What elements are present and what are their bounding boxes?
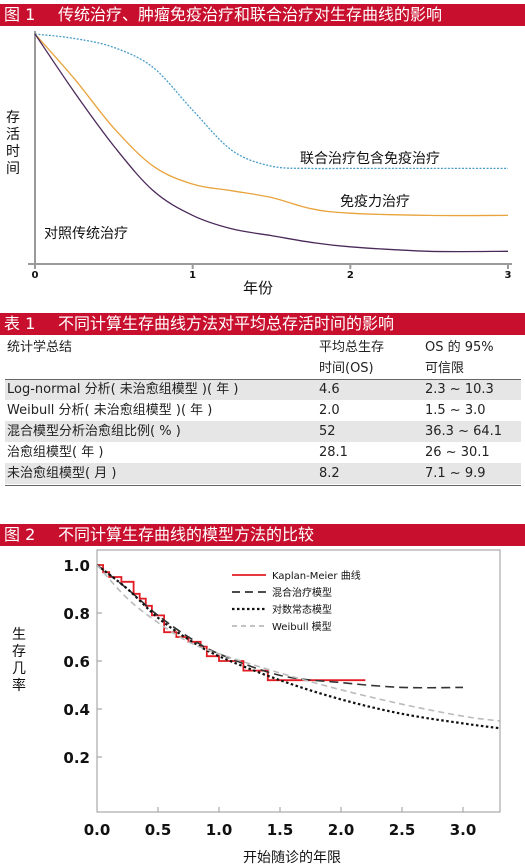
figure2-x-tick-label: 2.5 — [389, 821, 416, 839]
figure2-title-bar: 图 2 不同计算生存曲线的模型方法的比较 — [0, 524, 525, 546]
figure2-y-label-char: 率 — [12, 677, 26, 694]
row-ci: 7.1 ~ 9.9 — [425, 466, 486, 481]
table1-header-rule — [5, 379, 521, 380]
figure2-series-lognormal — [96, 564, 500, 730]
row-name: Log-normal 分析( 未治愈组模型 )( 年 ) — [7, 382, 239, 397]
figure2-x-tick-label: 1.5 — [267, 821, 294, 839]
table-row: Log-normal 分析( 未治愈组模型 )( 年 ) 4.6 2.3 ~ 1… — [5, 379, 521, 400]
figure1-y-label-char: 存 — [6, 110, 20, 126]
figure2-y-tick-label: 0.8 — [63, 605, 90, 623]
row-name: 混合模型分析治愈组比例( % ) — [7, 424, 181, 439]
table1-bottom-rule — [5, 485, 521, 486]
figure2-y-label-char: 几 — [12, 661, 26, 677]
figure1-y-label-char: 时 — [6, 144, 20, 160]
figure2-y-label-char: 存 — [12, 644, 26, 660]
row-ci: 2.3 ~ 10.3 — [425, 382, 494, 397]
table-row: 治愈组模型( 年 ) 28.1 26 ~ 30.1 — [5, 442, 521, 463]
figure1-annotation-control: 对照传统治疗 — [44, 226, 128, 242]
figure1-title-bar: 图 1 传统治疗、肿瘤免疫治疗和联合治疗对生存曲线的影响 — [0, 4, 525, 26]
table1-title-bar: 表 1 不同计算生存曲线方法对平均总存活时间的影响 — [0, 313, 525, 335]
row-mean: 4.6 — [319, 382, 340, 397]
row-mean: 8.2 — [319, 466, 340, 481]
table1-header-row: 统计学总结 平均总生存 时间(OS) OS 的 95% 可信限 — [5, 337, 521, 379]
table1-header-mean-line1: 平均总生存 — [319, 340, 385, 355]
table-row: 未治愈组模型( 月 ) 8.2 7.1 ~ 9.9 — [5, 463, 521, 484]
figure1-label: 图 1 — [4, 5, 36, 24]
figure2-y-label-char: 生 — [12, 627, 26, 643]
figure1-series-combined — [34, 33, 508, 170]
figure1-x-tick-label: 2 — [347, 270, 354, 281]
figure2-x-tick-label: 2.0 — [328, 821, 355, 839]
figure1-y-label-char: 活 — [6, 127, 20, 143]
row-mean: 28.1 — [319, 445, 348, 460]
table1-header-ci: OS 的 95% 可信限 — [425, 337, 521, 379]
figure2-y-tick-label: 0.6 — [63, 653, 90, 671]
row-name: 治愈组模型( 年 ) — [7, 445, 104, 460]
figure2-x-tick-label: 0.0 — [84, 821, 111, 839]
figure1-annotation-immuno: 免疫力治疗 — [340, 194, 410, 210]
row-ci: 26 ~ 30.1 — [425, 445, 490, 460]
legend-label: 对数常态模型 — [272, 603, 332, 616]
row-mean: 52 — [319, 424, 336, 439]
figure1-y-label-char: 间 — [6, 161, 20, 177]
table1: 统计学总结 平均总生存 时间(OS) OS 的 95% 可信限 Log-norm… — [5, 337, 521, 484]
figure2-x-tick-label: 1.0 — [206, 821, 233, 839]
table-row: Weibull 分析( 未治愈组模型 )( 年 ) 2.0 1.5 ~ 3.0 — [5, 400, 521, 421]
table1-header-ci-line2: 可信限 — [425, 361, 465, 376]
figure1-series-immuno — [34, 33, 509, 217]
figure2-y-tick-label: 0.4 — [63, 701, 90, 719]
table1-header-ci-line1: OS 的 95% — [425, 340, 494, 355]
table1-label: 表 1 — [4, 314, 36, 333]
table-row: 混合模型分析治愈组比例( % ) 52 36.3 ~ 64.1 — [5, 421, 521, 442]
figure1-series-control — [34, 33, 509, 253]
figure2-series-weibull — [96, 564, 500, 722]
figure2-y-tick-label: 1.0 — [63, 557, 90, 575]
row-ci: 1.5 ~ 3.0 — [425, 403, 486, 418]
figure1-x-axis-label: 年份 — [243, 279, 273, 297]
legend-label: 混合治疗模型 — [272, 586, 332, 599]
figure2-x-tick-label: 3.0 — [450, 821, 477, 839]
figure2-y-tick-label: 0.2 — [63, 749, 90, 767]
table1-header-mean-line2: 时间(OS) — [319, 361, 374, 376]
figure2-label: 图 2 — [4, 525, 36, 544]
figure1-y-axis-label: 存活时间 — [6, 110, 20, 177]
row-mean: 2.0 — [319, 403, 340, 418]
table1-header-mean: 平均总生存 时间(OS) — [319, 337, 425, 379]
figure2-x-axis-label: 开始随诊的年限 — [243, 850, 341, 866]
row-ci: 36.3 ~ 64.1 — [425, 424, 503, 439]
figure2-title: 不同计算生存曲线的模型方法的比较 — [58, 525, 315, 544]
figure1-x-tick-label: 1 — [189, 270, 196, 281]
figure1-chart: 存活时间 0 1 2 3 联合治疗包含免疫治疗 免疫力治疗 对照传统治疗 年份 — [6, 31, 512, 297]
table1-title: 不同计算生存曲线方法对平均总存活时间的影响 — [58, 314, 395, 333]
legend-label: Weibull 模型 — [272, 620, 332, 633]
figure2-series-kaplan-meier — [97, 564, 366, 682]
figure1-x-tick-label: 3 — [505, 270, 512, 281]
figure1-x-tick-label: 0 — [32, 270, 39, 281]
row-name: Weibull 分析( 未治愈组模型 )( 年 ) — [7, 403, 213, 418]
figure2-plot-frame — [96, 549, 501, 813]
legend-label: Kaplan-Meier 曲线 — [272, 569, 361, 582]
figure1-title: 传统治疗、肿瘤免疫治疗和联合治疗对生存曲线的影响 — [58, 5, 443, 24]
figure1-annotation-combined: 联合治疗包含免疫治疗 — [300, 151, 440, 167]
figure2-x-tick-label: 0.5 — [145, 821, 172, 839]
table1-header-stat: 统计学总结 — [7, 340, 73, 355]
row-name: 未治愈组模型( 月 ) — [7, 466, 117, 481]
